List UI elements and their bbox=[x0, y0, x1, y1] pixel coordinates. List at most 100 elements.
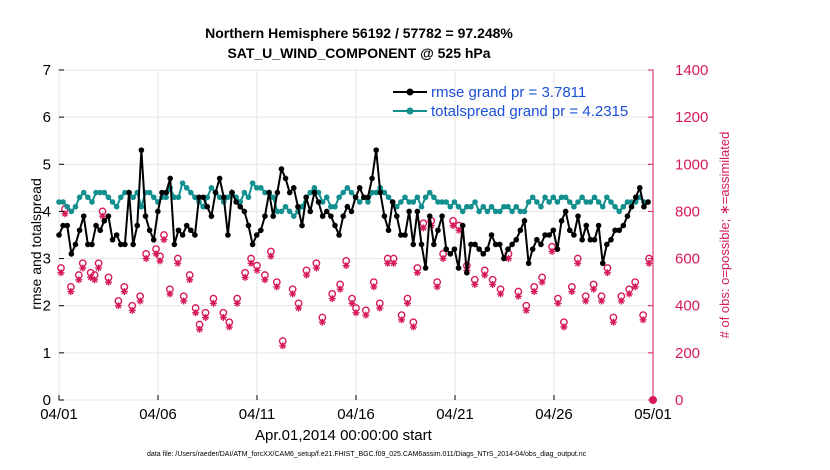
rmse-point bbox=[620, 222, 627, 229]
asterisk-stroke bbox=[574, 260, 581, 267]
obs-assimilated-point bbox=[156, 257, 164, 265]
rmse-point bbox=[225, 232, 231, 238]
obs-assimilated-point bbox=[105, 278, 112, 286]
rmse-point bbox=[418, 241, 425, 248]
asterisk-stroke bbox=[434, 283, 441, 290]
totalspread-point bbox=[484, 208, 491, 215]
totalspread-point bbox=[200, 203, 206, 210]
asterisk-stroke bbox=[632, 283, 639, 290]
totalspread-point bbox=[583, 199, 590, 205]
totalspread-point bbox=[72, 203, 79, 210]
totalspread-point bbox=[558, 194, 565, 201]
totalspread-point bbox=[109, 199, 116, 205]
asterisk-stroke bbox=[555, 300, 561, 307]
rmse-point bbox=[562, 208, 569, 215]
obs-assimilated-point bbox=[560, 323, 568, 331]
obs-assimilated-point bbox=[160, 236, 168, 244]
rmse-point bbox=[56, 232, 62, 238]
rmse-point bbox=[76, 227, 83, 234]
rmse-point bbox=[612, 227, 618, 234]
totalspread-point bbox=[311, 185, 318, 191]
totalspread-point bbox=[431, 194, 437, 201]
totalspread-point bbox=[323, 194, 330, 201]
rmse-point bbox=[113, 232, 120, 238]
asterisk-stroke bbox=[539, 279, 546, 286]
asterisk-stroke bbox=[79, 265, 86, 271]
rmse-point bbox=[352, 194, 359, 201]
legend-rmse-label: rmse grand pr = 3.7811 bbox=[431, 84, 586, 101]
asterisk-stroke bbox=[105, 279, 112, 286]
totalspread-point bbox=[348, 189, 355, 196]
rmse-point bbox=[488, 232, 495, 238]
rmse-point bbox=[85, 241, 91, 248]
rmse-point bbox=[439, 213, 445, 219]
obs-assimilated-point bbox=[233, 299, 241, 307]
totalspread-point bbox=[414, 194, 421, 201]
asterisk-stroke bbox=[497, 291, 504, 297]
rmse-point bbox=[93, 222, 99, 229]
rmse-point bbox=[595, 222, 602, 229]
asterisk-stroke bbox=[598, 298, 605, 304]
asterisk-stroke bbox=[75, 276, 82, 283]
rmse-point bbox=[410, 241, 417, 248]
asterisk-stroke bbox=[343, 262, 350, 269]
totalspread-point bbox=[253, 185, 260, 191]
rmse-point bbox=[60, 222, 66, 229]
totalspread-point bbox=[517, 208, 524, 215]
rmse-point bbox=[575, 213, 581, 219]
totalspread-point bbox=[192, 194, 198, 201]
asterisk-stroke bbox=[129, 307, 136, 314]
rmse-point bbox=[229, 189, 235, 196]
totalspread-point bbox=[468, 203, 474, 210]
totalspread-point bbox=[208, 185, 215, 191]
totalspread-point bbox=[122, 189, 128, 196]
y-right-tick-label: 1000 bbox=[675, 156, 708, 173]
totalspread-point bbox=[80, 189, 87, 196]
totalspread-point bbox=[150, 194, 157, 201]
rmse-point bbox=[175, 227, 182, 234]
totalspread-point bbox=[262, 189, 268, 196]
chart-subtitle: SAT_U_WIND_COMPONENT @ 525 hPa bbox=[227, 45, 491, 61]
asterisk-stroke bbox=[450, 222, 456, 229]
totalspread-point bbox=[175, 194, 182, 201]
data-file-footnote: data file: /Users/raeder/DAI/ATM_forcXX/… bbox=[147, 451, 587, 458]
obs-assimilated-point bbox=[625, 290, 633, 298]
obs-assimilated-point bbox=[568, 288, 576, 296]
totalspread-point bbox=[422, 194, 429, 201]
rmse-point bbox=[328, 213, 334, 219]
asterisk-stroke bbox=[87, 274, 94, 281]
totalspread-point bbox=[315, 189, 322, 196]
rmse-point bbox=[122, 241, 128, 248]
rmse-point bbox=[126, 189, 132, 196]
obs-assimilated-point bbox=[497, 290, 505, 298]
rmse-point bbox=[431, 241, 437, 248]
rmse-point bbox=[550, 227, 557, 234]
totalspread-point bbox=[56, 199, 62, 205]
asterisk-stroke bbox=[582, 298, 589, 304]
rmse-point bbox=[587, 236, 594, 243]
asterisk-stroke bbox=[242, 274, 249, 281]
asterisk-stroke bbox=[329, 295, 336, 302]
rmse-point bbox=[323, 208, 330, 215]
y-left-tick-label: 2 bbox=[43, 298, 51, 315]
asterisk-stroke bbox=[549, 248, 555, 255]
obs-assimilated-point bbox=[289, 290, 297, 298]
rmse-point bbox=[464, 269, 470, 276]
totalspread-point bbox=[381, 189, 388, 196]
asterisk-stroke bbox=[186, 276, 193, 283]
obs-assimilated-point bbox=[186, 276, 194, 284]
obs-assimilated-point bbox=[413, 269, 421, 277]
totalspread-point bbox=[447, 203, 454, 210]
totalspread-point bbox=[542, 194, 548, 201]
rmse-point bbox=[130, 241, 136, 248]
rmse-point bbox=[645, 199, 651, 205]
rmse-point bbox=[422, 265, 429, 271]
totalspread-point bbox=[249, 180, 256, 186]
asterisk-stroke bbox=[202, 314, 209, 321]
totalspread-point bbox=[406, 199, 412, 205]
rmse-point bbox=[542, 232, 548, 238]
obs-assimilated-point bbox=[253, 266, 261, 274]
totalspread-point bbox=[443, 199, 450, 205]
rmse-point bbox=[377, 189, 384, 196]
